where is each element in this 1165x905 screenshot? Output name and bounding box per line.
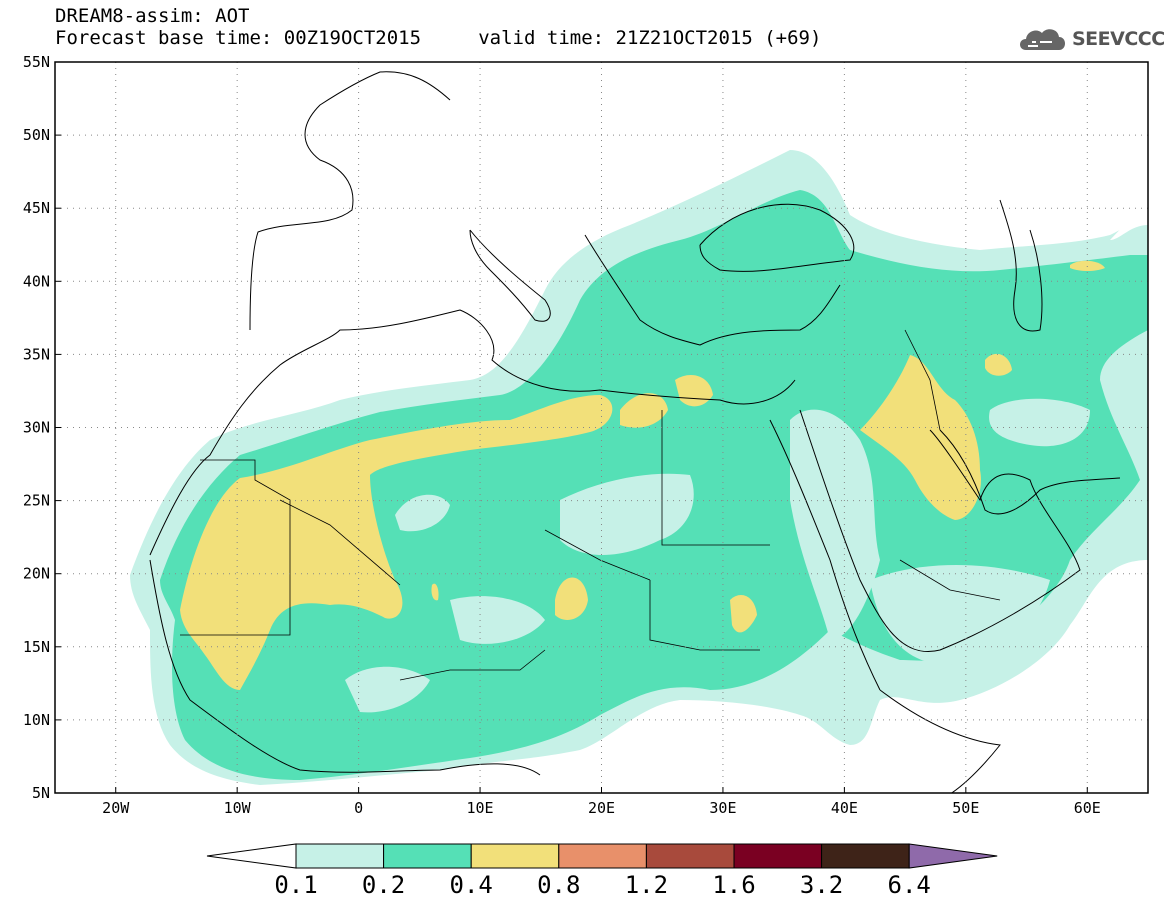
coastline-horn-africa xyxy=(879,689,1001,793)
aot-contour-0.4 xyxy=(860,355,981,520)
aot-contour-0.1 xyxy=(870,565,1050,665)
coastline-north-africa xyxy=(149,309,796,556)
lat-tick-label: 20N xyxy=(23,565,50,583)
lon-tick-label: 10W xyxy=(224,799,252,817)
colorbar-label: 1.6 xyxy=(712,871,755,899)
border-saudi xyxy=(899,559,1001,601)
colorbar-box xyxy=(645,843,735,869)
aot-contour-0.4 xyxy=(431,583,439,601)
lat-tick-label: 45N xyxy=(23,199,50,217)
coastline-caspian xyxy=(999,199,1043,332)
map-subtitle-times: Forecast base time: 00Z19OCT2015 valid t… xyxy=(55,27,822,49)
aot-clear-area xyxy=(1110,200,1148,240)
colorbar-under-arrow xyxy=(206,843,297,869)
coastline-black-sea xyxy=(699,203,855,272)
aot-contour-0.4 xyxy=(985,353,1012,376)
colorbar-box xyxy=(383,843,472,869)
border-algeria-mali xyxy=(279,499,401,586)
colorbar-label: 6.4 xyxy=(888,871,931,899)
lon-tick-label: 40E xyxy=(831,799,858,817)
lon-tick-label: 60E xyxy=(1074,799,1101,817)
border-niger-nigeria xyxy=(399,649,546,681)
cloud-icon xyxy=(1020,29,1065,50)
border-mauritania xyxy=(180,459,291,636)
axis-ticks: 20W 10W 0 10E 20E 30E 40E 50E 60E 55N 50N 45N 40N 35N… xyxy=(23,53,1101,817)
coastline-greece-turkey xyxy=(584,234,841,346)
border-chad-niger xyxy=(544,529,651,581)
lat-tick-label: 5N xyxy=(32,784,50,802)
colorbar-box xyxy=(821,843,910,869)
lat-tick-label: 35N xyxy=(23,345,50,363)
lat-tick-label: 15N xyxy=(23,638,50,656)
aot-contour-0.4 xyxy=(555,577,588,620)
border-sudan xyxy=(649,580,760,651)
country-borders xyxy=(180,329,1001,681)
colorbar-label: 0.1 xyxy=(274,871,317,899)
colorbar-box xyxy=(295,843,385,869)
seevccc-logo: SEEVCCC xyxy=(1016,22,1165,56)
aot-contour-0.4 xyxy=(1070,260,1105,271)
aot-contour-0.1 xyxy=(560,473,694,555)
colorbar-label: 0.2 xyxy=(362,871,405,899)
aot-contour-0.1 xyxy=(450,596,545,644)
graticule-grid xyxy=(55,62,1148,793)
aot-field xyxy=(130,150,1148,785)
lat-tick-label: 30N xyxy=(23,419,50,437)
lat-tick-label: 50N xyxy=(23,126,50,144)
coastline-gulf-guinea xyxy=(149,559,541,776)
aot-contour-0.4 xyxy=(730,595,757,633)
aot-contour-0.1 xyxy=(790,409,880,640)
colorbar-label: 0.8 xyxy=(537,871,580,899)
colorbar-label: 1.2 xyxy=(625,871,668,899)
aot-contour-0.4 xyxy=(180,395,613,690)
lon-tick-label: 20W xyxy=(102,799,130,817)
colorbar: 0.1 0.2 0.4 0.8 1.2 1.6 3.2 6.4 xyxy=(206,843,998,899)
lon-tick-label: 20E xyxy=(588,799,615,817)
colorbar-box xyxy=(558,843,647,869)
aot-contour-0.1 xyxy=(989,398,1090,447)
map-title: DREAM8-assim: AOT xyxy=(55,5,250,27)
coastlines xyxy=(149,71,1121,793)
aot-contour-0.4 xyxy=(675,375,713,407)
colorbar-label: 0.4 xyxy=(450,871,493,899)
border-libya-egypt xyxy=(661,410,770,546)
coastline-arabian-peninsula xyxy=(799,409,1081,652)
coastline-western-europe xyxy=(249,71,451,331)
lon-tick-label: 50E xyxy=(952,799,979,817)
lat-tick-label: 40N xyxy=(23,272,50,290)
border-iraq-iran xyxy=(904,329,941,431)
lon-tick-label: 0 xyxy=(354,799,363,817)
coastline-red-sea xyxy=(769,419,881,691)
lat-tick-label: 55N xyxy=(23,53,50,71)
colorbar-label: 3.2 xyxy=(800,871,843,899)
lon-tick-label: 10E xyxy=(467,799,494,817)
logo-text: SEEVCCC xyxy=(1072,28,1165,50)
colorbar-over-arrow xyxy=(908,843,998,869)
coastline-italy xyxy=(469,229,551,322)
lat-tick-label: 25N xyxy=(23,492,50,510)
colorbar-box xyxy=(470,843,560,869)
aot-contour-0.1 xyxy=(395,494,450,532)
lat-tick-label: 10N xyxy=(23,711,50,729)
colorbar-box xyxy=(733,843,823,869)
aot-contour-0.4 xyxy=(620,393,668,428)
lon-tick-label: 30E xyxy=(709,799,736,817)
